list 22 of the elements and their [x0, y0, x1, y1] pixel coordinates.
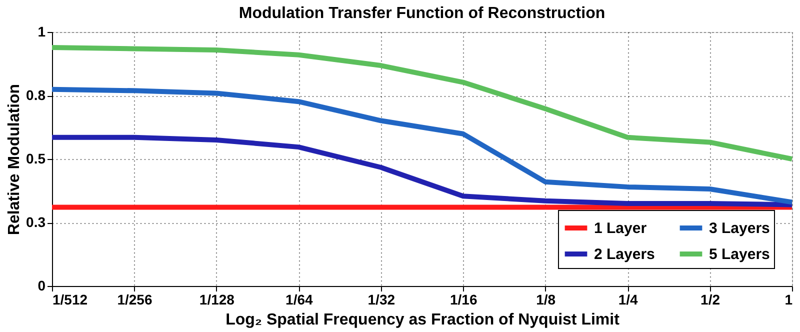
y-tick-label: 0.5 [26, 150, 46, 166]
x-tick-label: 1/16 [450, 292, 478, 308]
y-tick-label: 0 [38, 278, 46, 294]
x-tick-label: 1/128 [199, 292, 235, 308]
x-tick-label: 1/8 [536, 292, 556, 308]
x-axis-title: Log₂ Spatial Frequency as Fraction of Nyquist Limit [226, 312, 620, 328]
legend-label: 2 Layers [594, 246, 655, 263]
x-tick-label: 1/512 [52, 292, 88, 308]
x-tick-label: 1 [784, 292, 793, 308]
chart-title: Modulation Transfer Function of Reconstruction [238, 5, 606, 22]
y-tick-label: 1 [38, 24, 46, 40]
legend-label: 3 Layers [709, 220, 770, 237]
x-tick-label: 1/2 [700, 292, 720, 308]
legend-label: 1 Layer [594, 220, 647, 237]
legend-label: 5 Layers [709, 246, 770, 263]
x-tick-label: 1/64 [286, 292, 314, 308]
x-tick-label: 1/32 [368, 292, 396, 308]
y-tick-label: 0.8 [26, 87, 46, 103]
x-tick-label: 1/4 [618, 292, 638, 308]
y-tick-label: 0.3 [26, 214, 46, 230]
y-axis-title: Relative Modulation [6, 84, 24, 236]
x-tick-label: 1/256 [117, 292, 152, 308]
